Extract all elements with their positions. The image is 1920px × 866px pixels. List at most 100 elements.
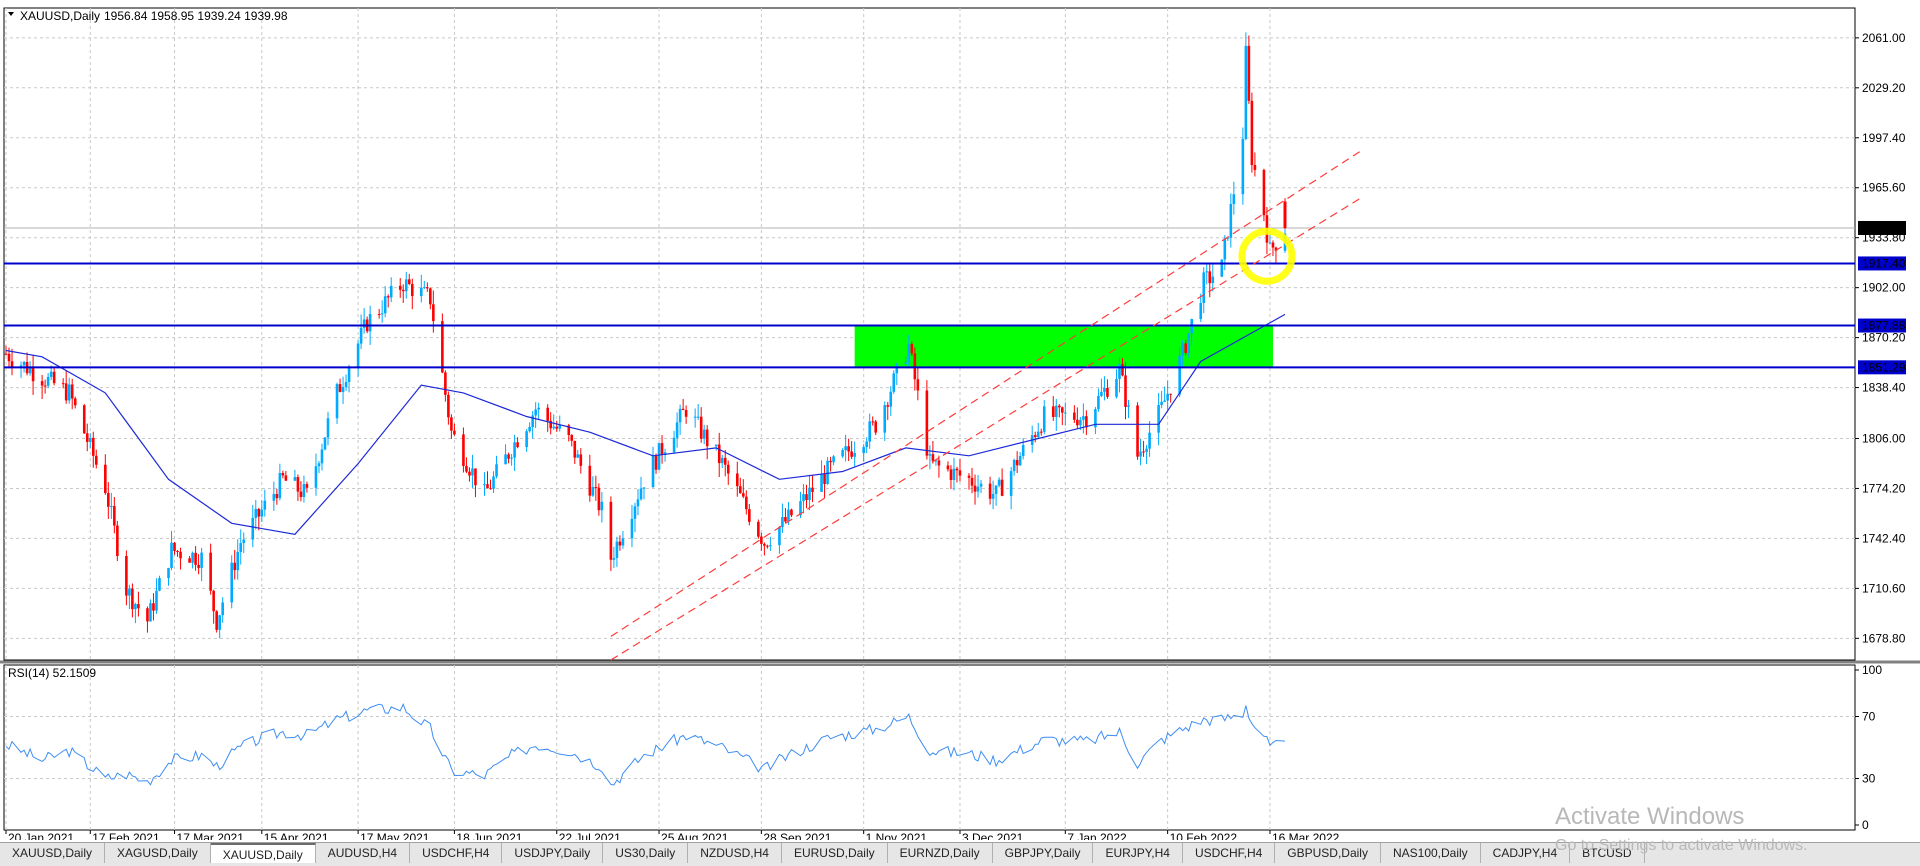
candle-body	[10, 361, 14, 367]
candle-body	[104, 464, 107, 493]
rsi-tick-label: 0	[1862, 818, 1869, 832]
chart-window[interactable]: 2061.00 2029.20 1997.40 1965.60 1933.80 1902.…	[0, 0, 1920, 845]
price-tick-label: 2029.20	[1862, 81, 1906, 95]
candle-body	[67, 384, 71, 401]
candle-body	[781, 517, 784, 528]
candle-body	[116, 525, 119, 557]
candle-body	[952, 468, 956, 480]
chart-tab[interactable]: AUDUSD,H4	[316, 843, 411, 863]
rsi-line	[5, 703, 1286, 786]
chart-tab[interactable]: USDJPY,Daily	[502, 843, 604, 863]
candle-body	[823, 474, 826, 484]
candle-body	[958, 470, 962, 476]
candle-body	[528, 426, 531, 432]
candle-body	[802, 494, 805, 502]
chart-tab[interactable]: EURJPY,H4	[1093, 843, 1183, 863]
chart-tab[interactable]: USDCHF,H4	[410, 843, 503, 863]
trend-line[interactable]	[610, 148, 1364, 637]
candle-body	[149, 603, 152, 622]
candle-body	[314, 466, 318, 488]
chart-tab[interactable]: XAGUSD,Daily	[105, 843, 211, 863]
candle-body	[113, 506, 116, 526]
candle-body	[110, 506, 113, 508]
price-tick-label: 1870.20	[1862, 331, 1906, 345]
candle-body	[1079, 419, 1082, 426]
candle-body	[1184, 343, 1187, 353]
candle-body	[320, 449, 324, 464]
chart-tab[interactable]: CADJPY,H4	[1481, 843, 1571, 863]
candle-body	[471, 468, 474, 476]
candle-body	[853, 453, 856, 457]
rsi-panel-frame	[3, 664, 1856, 831]
price-axis: 2061.002029.201997.401965.601933.801902.…	[1855, 31, 1906, 645]
chart-tab[interactable]: EURNZD,Daily	[888, 843, 993, 863]
candle-body	[453, 430, 456, 435]
candle-body	[233, 562, 237, 571]
candle-body	[1160, 401, 1163, 405]
main-panel	[0, 7, 1920, 664]
candle-body	[1033, 435, 1037, 438]
candle-body	[61, 383, 65, 385]
candle-body	[913, 353, 917, 380]
candle-body	[386, 296, 390, 298]
candle-body	[549, 420, 553, 429]
candle-body	[910, 344, 914, 354]
chart-tab[interactable]: NZDUSD,H4	[688, 843, 782, 863]
chart-tab[interactable]: XAUUSD,Daily	[0, 843, 106, 863]
candle-body	[657, 443, 661, 470]
candle-body	[221, 602, 224, 616]
time-tick-label: 20 Jan 2021	[8, 831, 74, 840]
candle-body	[799, 501, 802, 516]
last-candle-body	[1283, 201, 1287, 228]
candle-body	[588, 465, 592, 496]
candle-body	[672, 437, 676, 453]
candle-body	[1106, 387, 1109, 397]
candle-body	[426, 287, 429, 289]
candle-body	[516, 442, 519, 448]
candle-body	[1253, 165, 1257, 170]
candle-body	[447, 394, 450, 418]
candle-body	[236, 552, 240, 571]
candle-body	[389, 285, 393, 298]
chart-tab[interactable]: USDCHF,H4	[1183, 843, 1276, 863]
candle-body	[284, 475, 288, 481]
candle-body	[218, 615, 221, 630]
chart-tab[interactable]: NAS100,Daily	[1381, 843, 1481, 863]
candle-body	[735, 473, 739, 487]
candle-body	[1073, 412, 1076, 420]
candle-body	[612, 557, 616, 560]
candle-body	[931, 454, 935, 461]
candle-body	[1064, 412, 1067, 414]
candle-body	[1115, 378, 1118, 397]
candle-body	[513, 442, 516, 458]
candle-body	[1036, 431, 1040, 438]
candle-body	[546, 407, 549, 421]
candle-body	[934, 460, 938, 462]
candle-body	[594, 487, 598, 489]
chart-tab[interactable]: XAUUSD,Daily	[210, 843, 316, 863]
price-chart-svg[interactable]: 2061.002029.201997.401965.601933.801902.…	[0, 0, 1920, 845]
chart-tab[interactable]: BTCUSD	[1570, 843, 1645, 863]
candle-body	[296, 477, 300, 492]
candle-body	[1202, 272, 1206, 304]
candle-body	[158, 578, 161, 591]
highlight-circle[interactable]	[1238, 227, 1296, 285]
candle-body	[723, 457, 727, 465]
candle-body	[1268, 242, 1272, 244]
candle-body	[19, 365, 23, 367]
dropdown-triangle-icon[interactable]	[8, 12, 14, 16]
candle-body	[155, 590, 158, 611]
trend-line[interactable]	[610, 196, 1364, 661]
candle-body	[257, 508, 261, 517]
candle-body	[486, 484, 489, 489]
time-tick-label: 16 Mar 2022	[1272, 831, 1340, 840]
candle-body	[757, 521, 760, 537]
chart-tab[interactable]: US30,Daily	[603, 843, 689, 863]
candle-body	[510, 457, 513, 459]
support-zone[interactable]	[854, 325, 1273, 368]
candle-body	[1094, 409, 1097, 428]
chart-tab[interactable]: EURUSD,Daily	[782, 843, 888, 863]
chart-tab[interactable]: GBPJPY,Daily	[993, 843, 1094, 863]
chart-tab[interactable]: GBPUSD,Daily	[1275, 843, 1381, 863]
candle-body	[64, 383, 68, 401]
